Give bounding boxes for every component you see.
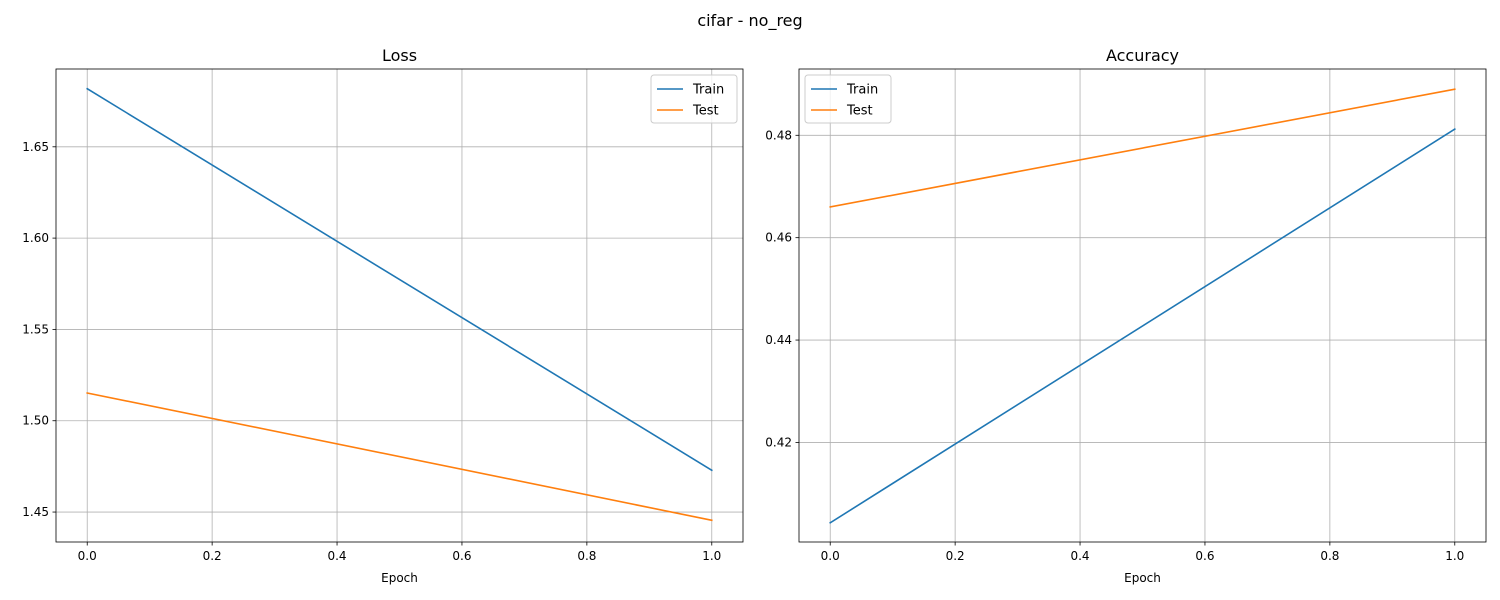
accuracy-series-test-line (829, 88, 1456, 208)
loss-legend-box (650, 74, 738, 124)
accuracy-x-tick-label: 1.0 (1445, 549, 1464, 563)
loss-x-tick-label: 1.0 (702, 549, 721, 563)
loss-legend-label-train: Train (692, 83, 724, 98)
loss-y-tick-label: 1.50 (22, 414, 49, 428)
accuracy-x-tick-label: 0.4 (1070, 549, 1089, 563)
loss-legend: Train Test (650, 74, 738, 124)
accuracy-y-tick-label: 0.46 (765, 231, 792, 245)
accuracy-y-tick-label: 0.48 (765, 128, 792, 142)
accuracy-x-tick-label: 0.8 (1320, 549, 1339, 563)
accuracy-legend-box (804, 74, 892, 124)
loss-chart-title: Loss (382, 46, 417, 65)
accuracy-y-tick-label: 0.44 (765, 333, 792, 347)
accuracy-chart-title: Accuracy (1106, 46, 1179, 65)
loss-y-tick-label: 1.60 (22, 231, 49, 245)
accuracy-series-train-line (829, 128, 1456, 524)
loss-x-tick-label: 0.0 (78, 549, 97, 563)
loss-y-tick-label: 1.45 (22, 505, 49, 519)
accuracy-axes-frame (798, 68, 1487, 543)
accuracy-axes-background (799, 69, 1486, 542)
loss-y-tick-label: 1.55 (22, 322, 49, 336)
loss-panel: 0.0 0.2 0.4 0.6 0.8 1.0 1.45 1.50 1.55 1.60 1.65 Lo… (22, 46, 744, 585)
loss-x-axis-label: Epoch (381, 571, 418, 585)
loss-x-tick-label: 0.6 (452, 549, 471, 563)
accuracy-panel: 0.0 0.2 0.4 0.6 0.8 1.0 0.42 0.44 0.46 0.48 Accura… (765, 46, 1487, 585)
loss-axes-frame (55, 68, 744, 543)
accuracy-legend-label-train: Train (846, 83, 878, 98)
loss-x-tick-label: 0.4 (327, 549, 346, 563)
loss-series-train-line (86, 87, 713, 472)
accuracy-y-tick-label: 0.42 (765, 435, 792, 449)
accuracy-legend-label-test: Test (846, 104, 873, 119)
figure-suptitle: cifar - no_reg (697, 11, 802, 31)
loss-x-tick-label: 0.2 (203, 549, 222, 563)
accuracy-x-tick-label: 0.0 (821, 549, 840, 563)
loss-axes-background (56, 69, 743, 542)
loss-legend-label-test: Test (692, 104, 719, 119)
accuracy-x-tick-label: 0.6 (1195, 549, 1214, 563)
loss-series-test-line (86, 392, 713, 522)
accuracy-x-axis-label: Epoch (1124, 571, 1161, 585)
accuracy-x-tick-label: 0.2 (946, 549, 965, 563)
accuracy-legend: Train Test (804, 74, 892, 124)
loss-x-tick-label: 0.8 (577, 549, 596, 563)
loss-y-tick-label: 1.65 (22, 140, 49, 154)
